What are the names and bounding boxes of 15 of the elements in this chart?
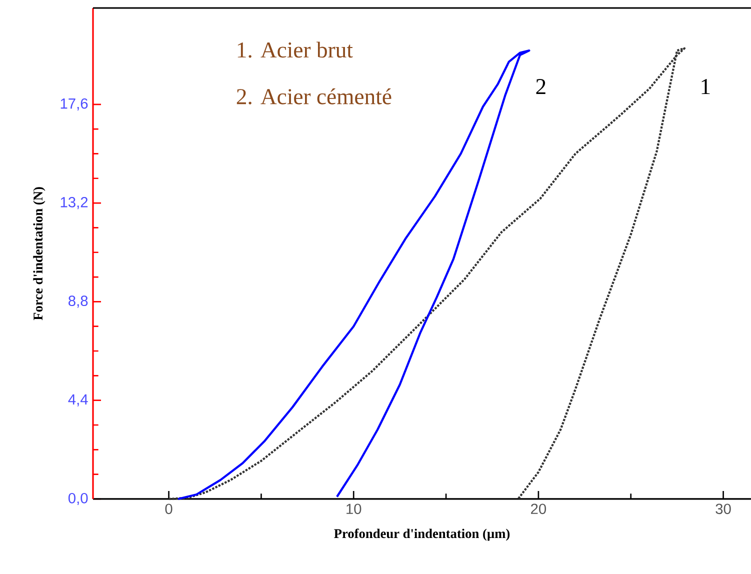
y-tick-label: 4,4 [68, 394, 88, 406]
annotation: 2 [536, 79, 546, 94]
x-tick-label: 0 [165, 504, 172, 514]
annotation: 2. Acier cémenté [236, 88, 392, 104]
x-tick-label: 30 [716, 504, 731, 514]
annotation: 1. Acier brut [238, 42, 353, 58]
y-tick-label: 0,0 [68, 492, 88, 506]
annotation: 1 [702, 79, 710, 94]
x-axis-title: Profondeur d'indentation (µm) [334, 528, 510, 541]
y-tick-label: 13,2 [60, 197, 88, 210]
y-axis-title: Force d'indentation (N) [33, 187, 46, 320]
y-tick-label: 17,6 [60, 98, 88, 110]
x-tick-label: 10 [346, 504, 362, 514]
x-tick-label: 20 [531, 504, 546, 514]
y-tick-label: 8,8 [68, 296, 88, 308]
